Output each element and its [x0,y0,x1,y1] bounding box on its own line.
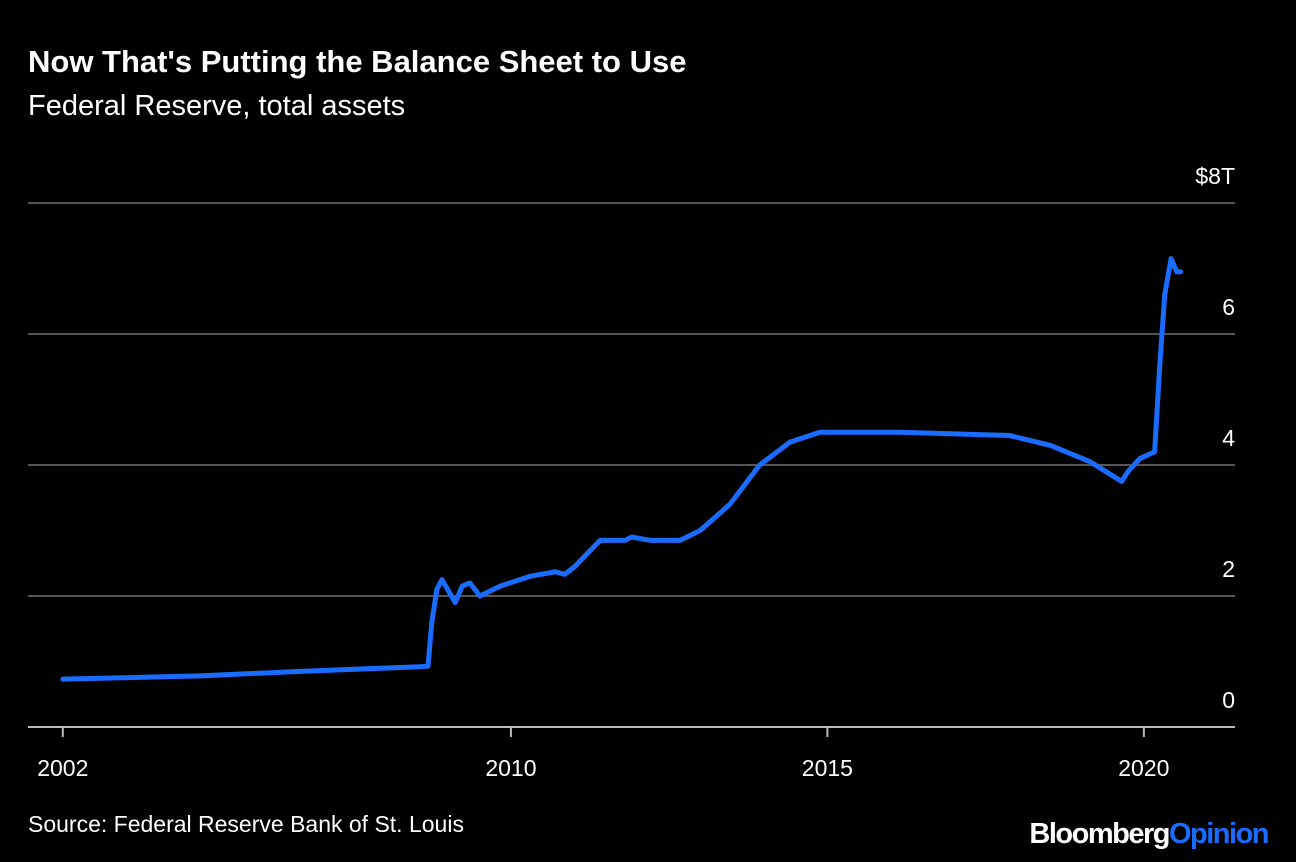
y-tick-label: 0 [1222,687,1235,713]
chart-title: Now That's Putting the Balance Sheet to … [28,44,686,79]
x-tick-label: 2020 [1118,755,1169,781]
y-tick-label: 6 [1222,294,1235,320]
x-tick-label: 2002 [37,755,88,781]
brand-name: Bloomberg [1029,818,1169,850]
series-line [60,256,1184,682]
x-tick-label: 2015 [802,755,853,781]
y-tick-label: 2 [1222,556,1235,582]
y-tick-label: $8T [1195,163,1235,189]
brand: BloombergOpinion [1029,818,1268,850]
chart-subtitle: Federal Reserve, total assets [28,90,405,122]
x-tick-label: 2010 [485,755,536,781]
source: Source: Federal Reserve Bank of St. Loui… [28,811,464,837]
brand-suffix: Opinion [1169,818,1268,850]
y-tick-label: 4 [1222,425,1235,451]
